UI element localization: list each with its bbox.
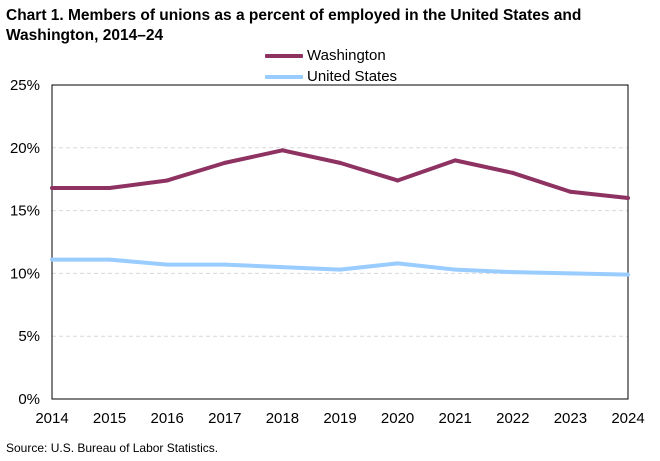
chart-title: Chart 1. Members of unions as a percent … [6,7,582,44]
x-tick-label: 2022 [496,410,529,427]
y-axis-ticks: 0% 5% 10% 15% 20% 25% [10,77,40,408]
data-point [222,262,227,267]
series-lines [50,148,630,277]
x-tick-label: 2021 [439,410,472,427]
legend-item-washington: Washington [265,45,397,66]
data-point [280,265,285,270]
x-axis-ticks: 2014 2015 2016 2017 2018 2019 2020 2021 2022 2023… [35,410,644,427]
data-point [568,271,573,276]
data-point [338,160,342,165]
legend-swatch-washington [265,53,303,58]
legend-item-united-states: United States [265,66,397,87]
data-point [510,170,515,175]
data-point [165,178,170,183]
data-point [626,272,630,277]
data-point [338,267,342,272]
x-tick-label: 2024 [611,410,644,427]
data-point [50,185,54,190]
source-note: Source: U.S. Bureau of Labor Statistics. [6,441,219,455]
data-point [280,148,285,153]
y-tick-label: 5% [18,328,40,345]
data-point [453,267,458,272]
data-point [568,189,573,194]
y-tick-label: 15% [10,203,40,220]
x-tick-label: 2019 [323,410,356,427]
data-point [50,257,54,262]
y-tick-label: 0% [18,391,40,408]
data-point [222,160,227,165]
x-tick-label: 2020 [381,410,414,427]
data-point [165,262,170,267]
y-tick-label: 25% [10,77,40,94]
plot-frame [51,84,629,400]
x-tick-label: 2023 [554,410,587,427]
data-point [395,261,400,266]
series-line-united-states [52,257,629,277]
x-tick-label: 2016 [151,410,184,427]
data-point [453,158,458,163]
data-point [107,257,112,262]
x-tick-label: 2017 [208,410,241,427]
x-tick-label: 2018 [266,410,299,427]
legend: Washington United States [265,45,397,87]
y-tick-label: 20% [10,140,40,157]
legend-label-united-states: United States [307,68,398,85]
legend-label-washington: Washington [307,47,386,64]
data-point [510,270,515,275]
legend-swatch-united-states [265,74,303,79]
x-tick-label: 2015 [93,410,126,427]
data-point [395,178,400,183]
data-point [107,185,112,190]
data-point [626,196,630,201]
series-line-washington [52,148,629,201]
x-tick-label: 2014 [35,410,68,427]
gridlines [52,147,628,337]
y-tick-label: 10% [10,265,40,282]
